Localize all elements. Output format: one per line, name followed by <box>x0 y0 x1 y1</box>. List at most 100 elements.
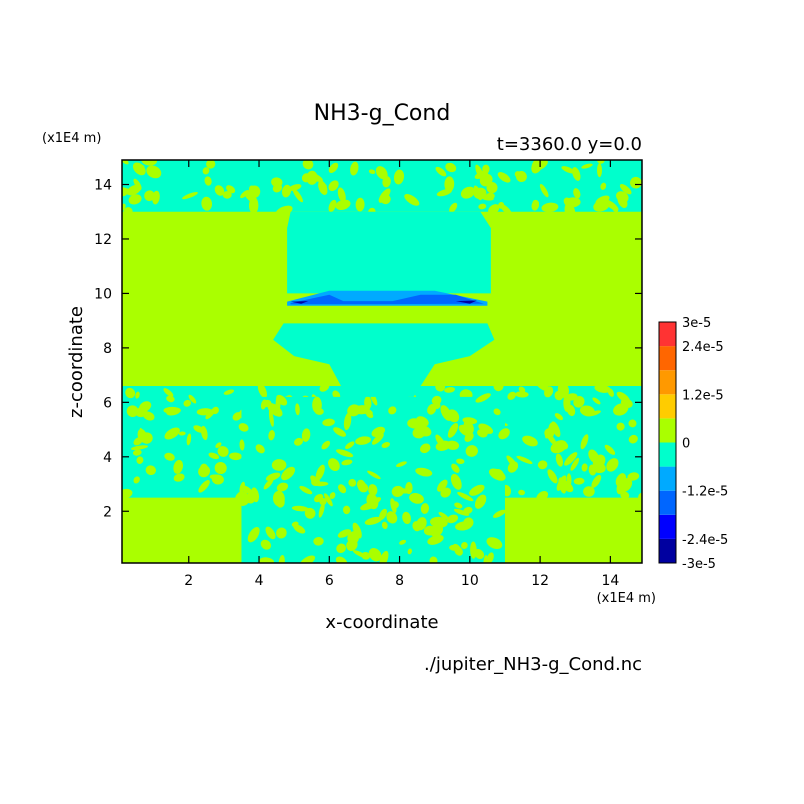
turbulent-cell <box>275 395 281 412</box>
turbulent-cell <box>355 436 372 445</box>
turbulent-cell <box>146 165 162 179</box>
colorbar-swatch <box>659 322 676 347</box>
turbulent-cell <box>463 506 473 515</box>
turbulent-cell <box>186 433 192 446</box>
turbulent-cell <box>198 465 211 478</box>
turbulent-cell <box>440 405 452 421</box>
y-tick-label: 14 <box>94 178 112 194</box>
turbulent-cell <box>615 473 627 487</box>
turbulent-cell <box>223 389 235 395</box>
turbulent-cell <box>299 485 313 495</box>
turbulent-cell <box>144 190 155 202</box>
turbulent-cell <box>456 458 465 465</box>
turbulent-cell <box>122 488 133 499</box>
contour-region-3 <box>287 211 491 294</box>
turbulent-cell <box>486 537 503 550</box>
turbulent-cell <box>554 413 564 421</box>
turbulent-cell <box>217 446 229 457</box>
colorbar-label: -3e-5 <box>682 557 716 572</box>
turbulent-cell <box>555 453 563 467</box>
turbulent-cell <box>431 395 442 405</box>
turbulent-cell <box>281 184 292 198</box>
y-tick-label: 2 <box>103 504 112 520</box>
turbulent-cell <box>319 497 327 506</box>
turbulent-cell <box>402 511 411 525</box>
x-tick-label: 6 <box>325 573 334 589</box>
turbulent-cell <box>360 407 373 415</box>
turbulent-cell <box>226 185 236 194</box>
turbulent-cell <box>532 199 539 206</box>
turbulent-cell <box>457 491 474 502</box>
y-tick-label: 4 <box>103 450 112 466</box>
turbulent-cell <box>163 406 181 414</box>
turbulent-cell <box>173 473 185 482</box>
turbulent-cell <box>343 412 352 431</box>
turbulent-cell <box>306 170 318 185</box>
colorbar-swatch <box>659 490 676 515</box>
turbulent-cell <box>163 388 174 397</box>
turbulent-cell <box>166 395 175 403</box>
turbulent-cell <box>345 441 355 449</box>
turbulent-cell <box>606 458 619 472</box>
turbulent-cell <box>125 387 136 399</box>
turbulent-cell <box>409 493 424 504</box>
y-unit-label: (x1E4 m) <box>42 131 101 146</box>
turbulent-cell <box>393 169 405 185</box>
turbulent-cell <box>616 191 629 203</box>
turbulent-cell <box>556 475 567 491</box>
turbulent-cell <box>131 445 148 450</box>
turbulent-cell <box>391 501 399 509</box>
turbulent-cell <box>594 384 611 393</box>
turbulent-cell <box>321 440 331 450</box>
turbulent-cell <box>516 455 533 464</box>
turbulent-cell <box>328 162 339 174</box>
turbulent-cell <box>573 477 585 485</box>
turbulent-cell <box>193 425 204 433</box>
colorbar-swatch <box>659 538 676 563</box>
turbulent-cell <box>588 464 597 476</box>
turbulent-cell <box>255 444 265 454</box>
turbulent-cell <box>267 403 283 417</box>
turbulent-cell <box>368 484 378 496</box>
turbulent-cell <box>507 391 516 400</box>
turbulent-cell <box>263 478 274 490</box>
turbulent-cell <box>322 418 335 427</box>
turbulent-cell <box>518 386 526 393</box>
turbulent-cell <box>460 186 475 199</box>
turbulent-cell <box>493 509 506 518</box>
turbulent-cell <box>435 381 446 392</box>
turbulent-cell <box>346 539 358 551</box>
turbulent-cell <box>135 406 148 418</box>
turbulent-cell <box>447 423 459 438</box>
turbulent-cell <box>588 449 600 464</box>
turbulent-cell <box>379 508 387 521</box>
turbulent-cell <box>356 479 366 491</box>
turbulent-cell <box>247 527 260 543</box>
turbulent-cell <box>567 197 577 207</box>
x-tick-label: 8 <box>395 573 404 589</box>
x-tick-label: 12 <box>531 573 549 589</box>
colorbar-label: -2.4e-5 <box>682 533 728 548</box>
turbulent-cell <box>386 511 398 524</box>
turbulent-cell <box>438 511 449 520</box>
turbulent-cell <box>493 381 504 392</box>
turbulent-cell <box>450 473 462 490</box>
turbulent-cell <box>208 452 220 460</box>
turbulent-cell <box>498 428 510 440</box>
turbulent-cell <box>478 203 487 210</box>
turbulent-cell <box>304 507 316 519</box>
turbulent-cell <box>515 170 527 183</box>
y-axis-label: z-coordinate <box>66 306 87 418</box>
turbulent-cell <box>446 514 459 524</box>
turbulent-cell <box>214 185 225 196</box>
turbulent-cell <box>469 484 485 496</box>
turbulent-cell <box>335 199 351 210</box>
turbulent-cell <box>436 445 445 451</box>
turbulent-cell <box>536 380 550 392</box>
turbulent-cell <box>388 406 397 415</box>
turbulent-cell <box>353 550 368 559</box>
turbulent-cell <box>329 492 336 500</box>
turbulent-cell <box>427 403 437 415</box>
turbulent-cell <box>463 517 474 528</box>
